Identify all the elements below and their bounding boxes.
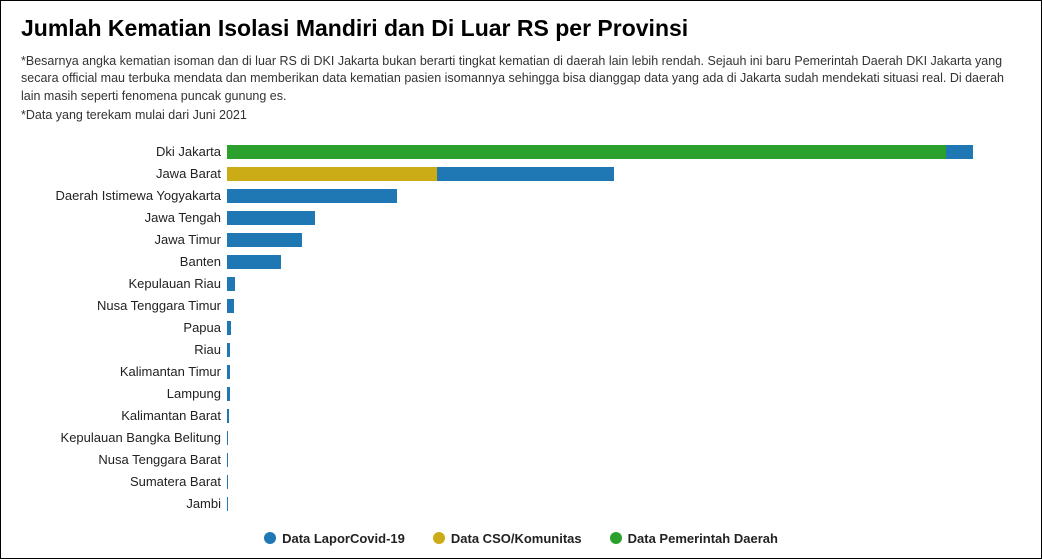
legend-swatch-cso <box>433 532 445 544</box>
category-label: Jawa Tengah <box>21 210 227 225</box>
category-label: Sumatera Barat <box>21 474 227 489</box>
bar-track <box>227 167 1021 181</box>
bar-segment-lapor <box>227 189 397 203</box>
legend-label-cso: Data CSO/Komunitas <box>451 531 582 546</box>
bar-track <box>227 211 1021 225</box>
category-label: Lampung <box>21 386 227 401</box>
bar-track <box>227 453 1021 467</box>
category-label: Banten <box>21 254 227 269</box>
legend-label-lapor: Data LaporCovid-19 <box>282 531 405 546</box>
bar-segment-lapor <box>227 475 228 489</box>
bar-row: Jambi <box>21 493 1021 515</box>
bar-track <box>227 497 1021 511</box>
category-label: Jawa Timur <box>21 232 227 247</box>
bar-segment-pemda <box>227 145 946 159</box>
bar-track <box>227 277 1021 291</box>
bar-row: Nusa Tenggara Barat <box>21 449 1021 471</box>
bar-row: Kalimantan Timur <box>21 361 1021 383</box>
chart-note-2: *Data yang terekam mulai dari Juni 2021 <box>21 107 1021 125</box>
bar-track <box>227 189 1021 203</box>
bar-segment-lapor <box>227 431 228 445</box>
category-label: Kalimantan Barat <box>21 408 227 423</box>
bar-row: Jawa Tengah <box>21 207 1021 229</box>
bar-row: Nusa Tenggara Timur <box>21 295 1021 317</box>
plot-area: Dki Jakarta Jawa Barat Daerah Istimewa Yog… <box>21 141 1021 519</box>
bar-segment-lapor <box>227 233 302 247</box>
bar-row: Kalimantan Barat <box>21 405 1021 427</box>
category-label: Nusa Tenggara Barat <box>21 452 227 467</box>
bar-track <box>227 343 1021 357</box>
bar-segment-lapor <box>946 145 973 159</box>
bar-track <box>227 145 1021 159</box>
category-label: Kepulauan Riau <box>21 276 227 291</box>
bar-segment-lapor <box>227 299 234 313</box>
category-label: Riau <box>21 342 227 357</box>
bar-row: Kepulauan Bangka Belitung <box>21 427 1021 449</box>
legend-swatch-pemda <box>610 532 622 544</box>
chart-title: Jumlah Kematian Isolasi Mandiri dan Di L… <box>21 15 1021 43</box>
bar-row: Jawa Timur <box>21 229 1021 251</box>
category-label: Papua <box>21 320 227 335</box>
bar-track <box>227 475 1021 489</box>
legend-item-lapor: Data LaporCovid-19 <box>264 531 405 546</box>
chart-container: Jumlah Kematian Isolasi Mandiri dan Di L… <box>0 0 1042 559</box>
category-label: Kepulauan Bangka Belitung <box>21 430 227 445</box>
bar-segment-lapor <box>227 321 231 335</box>
bar-track <box>227 365 1021 379</box>
bar-segment-lapor <box>437 167 613 181</box>
bar-segment-lapor <box>227 497 228 511</box>
bar-track <box>227 233 1021 247</box>
bar-segment-lapor <box>227 387 230 401</box>
bar-segment-lapor <box>227 453 228 467</box>
bar-row: Sumatera Barat <box>21 471 1021 493</box>
bar-track <box>227 409 1021 423</box>
legend: Data LaporCovid-19 Data CSO/Komunitas Da… <box>21 531 1021 546</box>
legend-swatch-lapor <box>264 532 276 544</box>
category-label: Nusa Tenggara Timur <box>21 298 227 313</box>
bar-segment-lapor <box>227 255 281 269</box>
bar-track <box>227 299 1021 313</box>
bar-segment-lapor <box>227 211 315 225</box>
bar-track <box>227 255 1021 269</box>
bar-segment-cso <box>227 167 437 181</box>
bar-row: Riau <box>21 339 1021 361</box>
category-label: Kalimantan Timur <box>21 364 227 379</box>
category-label: Dki Jakarta <box>21 144 227 159</box>
category-label: Daerah Istimewa Yogyakarta <box>21 188 227 203</box>
bar-row: Jawa Barat <box>21 163 1021 185</box>
chart-note-1: *Besarnya angka kematian isoman dan di l… <box>21 53 1021 106</box>
bar-segment-lapor <box>227 277 235 291</box>
legend-item-cso: Data CSO/Komunitas <box>433 531 582 546</box>
legend-item-pemda: Data Pemerintah Daerah <box>610 531 778 546</box>
bar-row: Daerah Istimewa Yogyakarta <box>21 185 1021 207</box>
bar-row: Dki Jakarta <box>21 141 1021 163</box>
bar-track <box>227 387 1021 401</box>
bar-track <box>227 321 1021 335</box>
bar-segment-lapor <box>227 343 230 357</box>
category-label: Jawa Barat <box>21 166 227 181</box>
bar-segment-lapor <box>227 409 229 423</box>
bar-row: Papua <box>21 317 1021 339</box>
bar-segment-lapor <box>227 365 230 379</box>
bar-track <box>227 431 1021 445</box>
category-label: Jambi <box>21 496 227 511</box>
bar-row: Lampung <box>21 383 1021 405</box>
bar-row: Banten <box>21 251 1021 273</box>
legend-label-pemda: Data Pemerintah Daerah <box>628 531 778 546</box>
bar-row: Kepulauan Riau <box>21 273 1021 295</box>
